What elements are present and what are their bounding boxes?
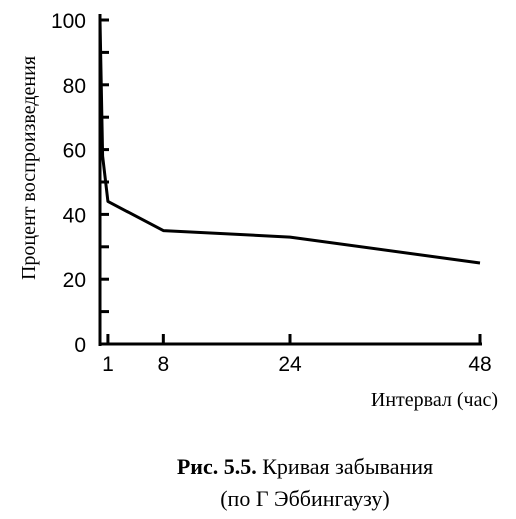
y-axis-title: Процент воспроизведения [18,56,40,280]
y-tick-label: 40 [63,204,86,227]
figure-caption: Рис. 5.5. Кривая забывания [120,451,490,483]
x-tick-label: 8 [157,353,169,376]
x-axis-title: Интервал (час) [371,389,498,411]
series [98,19,481,265]
figure-title: Кривая забывания [262,454,434,479]
y-tick-label: 60 [63,140,86,163]
figure-number: Рис. 5.5. [176,454,257,479]
y-tick-label: 80 [63,75,86,98]
ticks [100,18,482,346]
x-tick-label: 24 [278,353,302,376]
x-tick-label: 48 [468,353,491,376]
figure-subtitle: (по Г Эббингаузу) [220,486,390,511]
y-tick-label: 0 [74,334,86,357]
y-tick-label: 100 [51,10,86,33]
forgetting-curve-line [98,19,481,265]
y-tick-label: 20 [63,269,86,292]
tick-labels: 0 20 40 60 80 100 1 8 24 48 [51,10,492,376]
x-tick-label: 1 [102,353,114,376]
axes [98,14,482,346]
